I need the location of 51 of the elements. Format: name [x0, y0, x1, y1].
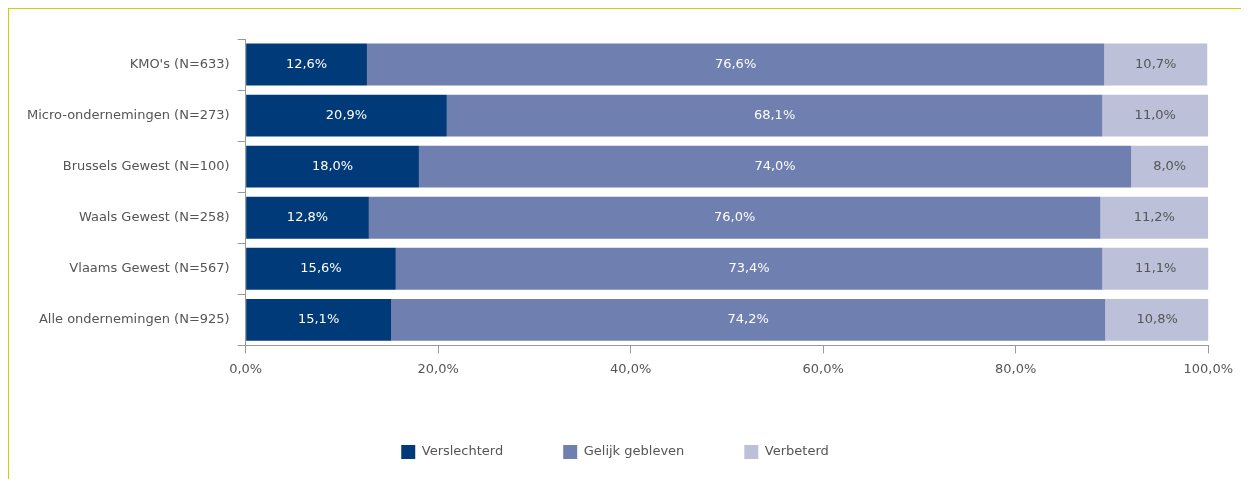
bar [368, 196, 1101, 239]
bar [246, 145, 419, 188]
data-label: 11,1% [1135, 260, 1177, 276]
bar [246, 43, 367, 86]
x-tick-label: 0,0% [229, 360, 263, 376]
data-label: 76,6% [714, 55, 757, 71]
legend-label: Verslechterd [421, 443, 504, 459]
x-tick-label: 100,0% [1183, 360, 1233, 376]
y-tick-label: KMO's (N=633) [129, 55, 230, 71]
bar [1100, 196, 1209, 239]
data-label: 18,0% [311, 158, 354, 174]
bar [1131, 145, 1209, 188]
data-label: 11,2% [1133, 209, 1175, 225]
data-label: 10,7% [1135, 55, 1177, 71]
x-tick-label: 40,0% [610, 360, 652, 376]
bar [366, 43, 1105, 86]
bar [1102, 247, 1209, 290]
data-label: 10,8% [1136, 311, 1178, 327]
bar [246, 94, 447, 137]
bar [246, 298, 392, 341]
bar [395, 247, 1103, 290]
data-label: 15,6% [300, 260, 342, 276]
data-label: 76,0% [713, 209, 756, 225]
legend-label: Verbeterd [764, 443, 829, 459]
bar [246, 196, 369, 239]
y-tick-label: Alle ondernemingen (N=925) [38, 311, 230, 327]
bar [246, 247, 396, 290]
data-label: 68,1% [753, 106, 796, 122]
data-label: 11,0% [1134, 106, 1176, 122]
data-label: 12,8% [286, 209, 329, 225]
data-label: 8,0% [1153, 158, 1187, 174]
bar [418, 145, 1132, 188]
bar [446, 94, 1103, 137]
y-tick-label: Brussels Gewest (N=100) [62, 158, 230, 174]
data-label: 15,1% [297, 311, 340, 327]
y-tick-label: Waals Gewest (N=258) [78, 209, 230, 225]
data-label: 74,2% [727, 311, 769, 327]
data-label: 12,6% [285, 55, 328, 71]
data-label: 73,4% [728, 260, 770, 276]
y-tick-label: Micro-ondernemingen (N=273) [27, 106, 230, 122]
bar [391, 298, 1106, 341]
bar [1104, 43, 1208, 86]
x-tick-label: 80,0% [995, 360, 1037, 376]
data-label: 20,9% [325, 106, 368, 122]
legend-label: Gelijk gebleven [583, 443, 685, 459]
bar [1102, 94, 1209, 137]
y-tick-label: Vlaams Gewest (N=567) [69, 260, 230, 276]
x-tick-label: 20,0% [417, 360, 459, 376]
bar [1105, 298, 1209, 341]
x-tick-label: 60,0% [802, 360, 844, 376]
data-label: 74,0% [754, 158, 796, 174]
